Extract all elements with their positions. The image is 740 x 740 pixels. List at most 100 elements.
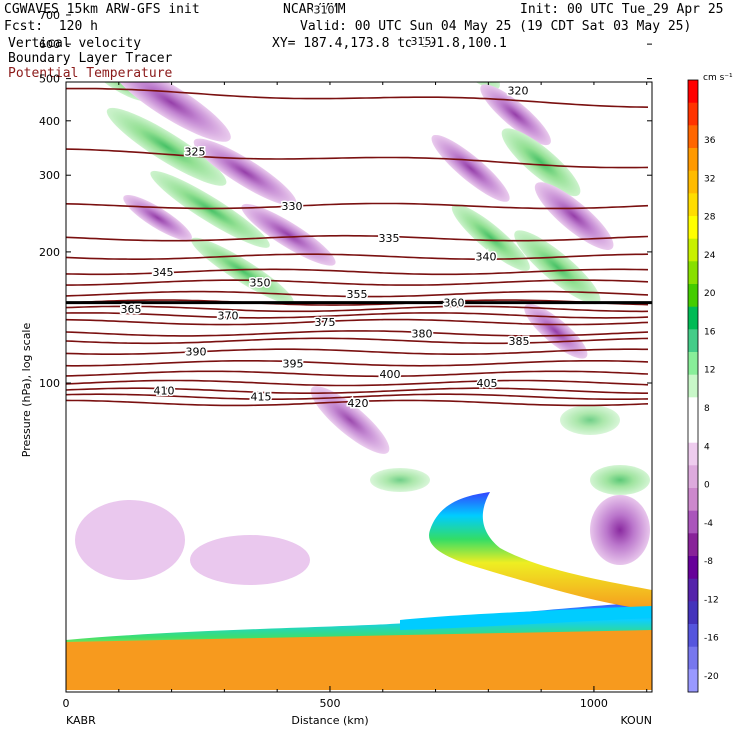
theta-contour-405	[66, 379, 649, 387]
theta-contour-400	[66, 370, 649, 378]
colorbar-swatch	[688, 148, 698, 172]
theta-contour-315	[66, 40, 648, 58]
theta-contour-395	[66, 360, 649, 367]
colorbar-label: 16	[704, 327, 716, 337]
theta-contour-390	[66, 348, 648, 355]
theta-contour-335	[66, 234, 649, 242]
colorbar-swatch	[688, 170, 698, 194]
theta-contour-415	[66, 393, 649, 400]
colorbar-label: 12	[704, 366, 715, 376]
colorbar-label: 4	[704, 442, 710, 452]
y-tick-label: 300	[39, 169, 60, 182]
theta-contour-360	[66, 299, 649, 306]
y-tick-label: 100	[39, 377, 60, 390]
theta-contour-420	[66, 399, 649, 407]
theta-label-315: 315	[411, 35, 432, 48]
colorbar-swatch	[688, 510, 698, 534]
y-tick-label: 400	[39, 115, 60, 128]
theta-contour-330	[66, 202, 649, 210]
theta-contour-365	[66, 305, 649, 313]
x-tick-label: 0	[63, 697, 70, 710]
colorbar-swatch	[688, 193, 698, 217]
org-label: NCAR/MMM	[283, 2, 346, 17]
colorbar-swatch	[688, 374, 698, 398]
colorbar-swatch	[688, 352, 698, 376]
colorbar-swatch	[688, 284, 698, 308]
theta-label-335: 335	[379, 232, 400, 245]
theta-contour-310	[66, 10, 648, 26]
colorbar-frame	[687, 79, 699, 693]
theta-contour-380	[66, 330, 649, 337]
colorbar: 36 32 28 24 20 16 12 8 4 0 -4 -8 -12 -16 -20	[687, 79, 719, 693]
colorbar-swatch	[688, 261, 698, 285]
boundary-layer-tracer	[66, 492, 652, 690]
colorbar-swatch	[688, 80, 698, 104]
init-time: Init: 00 UTC Tue 29 Apr 25	[520, 2, 724, 17]
colorbar-swatch	[688, 238, 698, 262]
colorbar-label: -8	[704, 557, 713, 567]
field-theta: Potential Temperature	[8, 66, 173, 81]
theta-contour-355	[66, 290, 649, 298]
colorbar-label: 32	[704, 174, 715, 184]
colorbar-label: 24	[704, 251, 716, 261]
theta-label-410: 410	[154, 385, 175, 398]
field-vertical-velocity: Vertical velocity	[8, 36, 142, 51]
colorbar-label: -16	[704, 634, 719, 644]
colorbar-swatch	[688, 533, 698, 557]
theta-label-345: 345	[153, 266, 174, 279]
colorbar-label: -12	[704, 595, 719, 605]
theta-label-325: 325	[185, 146, 206, 159]
theta-contour-375	[66, 318, 649, 326]
colorbar-swatch	[688, 624, 698, 648]
colorbar-swatch	[688, 646, 698, 670]
theta-label-350: 350	[250, 277, 271, 290]
theta-contour-345	[66, 268, 649, 276]
theta-contour-370	[66, 312, 649, 319]
x-endpoint-left: KABR	[66, 714, 96, 727]
theta-label-370: 370	[218, 309, 239, 322]
theta-label-310: 310	[314, 4, 335, 17]
valid-time: Valid: 00 UTC Sun 04 May 25 (19 CDT Sat …	[300, 19, 692, 34]
theta-label-360: 360	[444, 297, 465, 310]
colorbar-swatch	[688, 556, 698, 580]
theta-label-415: 415	[251, 391, 272, 404]
colorbar-swatch	[688, 601, 698, 625]
theta-contours	[66, 0, 652, 407]
theta-label-330: 330	[282, 200, 303, 213]
x-tick-label: 500	[319, 697, 340, 710]
colorbar-label: -4	[704, 519, 713, 529]
theta-label-405: 405	[477, 377, 498, 390]
theta-label-385: 385	[509, 335, 530, 348]
colorbar-swatch	[688, 420, 698, 444]
y-tick-label: 600	[39, 38, 60, 51]
theta-contour-labels: 3003053103153203253303353403453503553603…	[119, 2, 531, 411]
colorbar-label: 8	[704, 404, 710, 414]
theta-label-355: 355	[347, 288, 368, 301]
colorbar-label: -20	[704, 672, 719, 682]
colorbar-swatch	[688, 329, 698, 353]
colorbar-swatch	[688, 125, 698, 149]
colorbar-swatch	[688, 578, 698, 602]
colorbar-swatch	[688, 488, 698, 512]
xy-coords: XY= 187.4,173.8 to 191.8,100.1	[272, 36, 507, 51]
theta-label-380: 380	[412, 327, 433, 340]
colorbar-swatch	[688, 102, 698, 126]
y-tick-label: 700	[39, 9, 60, 22]
theta-contour-340	[66, 253, 649, 260]
plot-frame	[65, 81, 653, 693]
colorbar-swatch	[688, 465, 698, 489]
colorbar-swatch	[688, 306, 698, 330]
colorbar-unit: cm s⁻¹	[703, 73, 733, 83]
theta-contour-305	[66, 0, 648, 2]
forecast-hour: Fcst: 120 h	[4, 19, 98, 34]
colorbar-label: 0	[704, 481, 710, 491]
y-tick-label: 500	[39, 73, 60, 86]
theta-contour-410	[66, 387, 648, 394]
colorbar-label: 28	[704, 213, 716, 223]
theta-contour-325	[66, 148, 649, 169]
theta-label-395: 395	[283, 357, 304, 370]
theta-contour-320	[66, 87, 649, 108]
colorbar-label: 36	[704, 136, 716, 146]
theta-label-420: 420	[348, 397, 369, 410]
